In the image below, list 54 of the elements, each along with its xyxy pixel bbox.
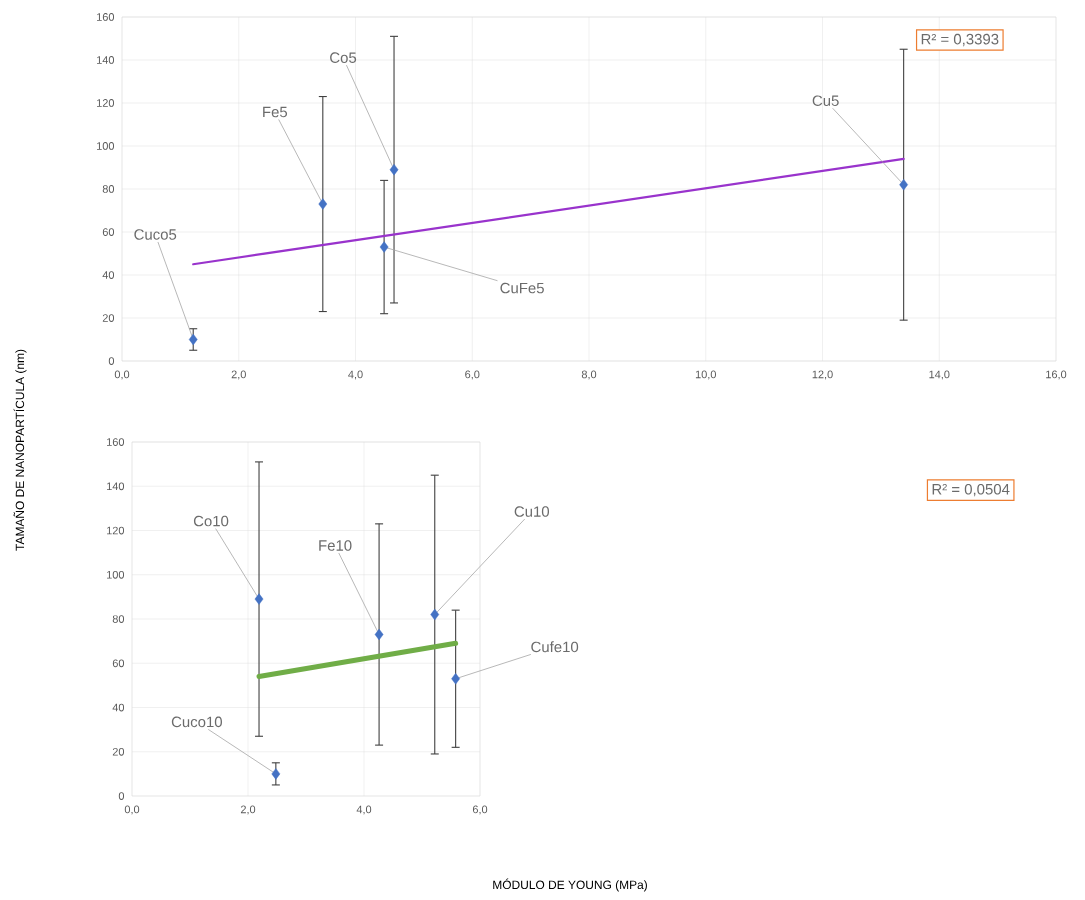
point: [389, 163, 399, 176]
point: [379, 241, 389, 253]
y-tick-label: 80: [102, 185, 115, 193]
x-tick-label: 0,0: [114, 370, 130, 380]
x-axis-title: MÓDULO DE YOUNG (MPa): [493, 878, 647, 892]
x-tick-label: 12,0: [812, 370, 833, 380]
point: [374, 628, 384, 641]
y-tick-label: 20: [102, 314, 115, 322]
annotation: Cuco10: [171, 716, 222, 728]
x-tick-label: 4,0: [356, 805, 372, 815]
x-tick-label: 14,0: [929, 370, 950, 380]
y-tick-label: 120: [107, 526, 125, 535]
annotation: Cu10: [514, 506, 550, 517]
point: [254, 593, 264, 605]
point: [318, 198, 328, 210]
point: [271, 768, 281, 780]
x-tick-label: 10,0: [695, 370, 716, 380]
x-tick-label: 16,0: [1046, 370, 1067, 380]
annotation: Cuco5: [134, 229, 177, 240]
x-tick-label: 0,0: [124, 805, 140, 815]
x-tick-label: 4,0: [348, 370, 363, 380]
annotation: Fe5: [263, 106, 288, 118]
y-tick-label: 0: [108, 357, 115, 365]
y-axis-title: TAMAÑO DE NANOPARTÍCULA (nm): [13, 349, 27, 551]
text: R² = 0,0504: [932, 483, 1010, 497]
x-tick-label: 2,0: [240, 805, 256, 815]
y-tick-label: 100: [107, 570, 125, 579]
y-tick-label: 140: [107, 482, 125, 491]
point: [188, 333, 198, 346]
annotation: Cu5: [812, 95, 839, 106]
annotation: Co5: [330, 52, 357, 63]
y-tick-label: 140: [97, 56, 115, 64]
point: [451, 673, 460, 685]
y-tick-label: 160: [97, 13, 115, 21]
y-tick-label: 0: [118, 792, 125, 800]
x-tick-label: 2,0: [231, 370, 246, 380]
annotation: R² = 0,3393: [921, 33, 999, 47]
annotation: CuFe5: [500, 282, 544, 294]
annotation: Cufe10: [531, 641, 579, 653]
y-tick-label: 100: [97, 142, 115, 150]
y-tick-label: 160: [107, 438, 125, 446]
y-tick-label: 60: [112, 659, 125, 668]
y-tick-label: 60: [102, 228, 115, 236]
x-tick-label: 8,0: [581, 370, 597, 380]
y-tick-label: 80: [112, 615, 125, 623]
y-tick-label: 120: [97, 99, 115, 107]
y-tick-label: 20: [112, 747, 125, 756]
x-tick-label: 6,0: [472, 805, 488, 815]
annotation: Fe10: [319, 540, 352, 551]
point: [430, 608, 440, 621]
annotation: Co10: [193, 515, 229, 527]
y-tick-label: 40: [112, 703, 125, 712]
y-tick-label: 40: [102, 271, 115, 279]
x-tick-label: 6,0: [465, 370, 480, 380]
